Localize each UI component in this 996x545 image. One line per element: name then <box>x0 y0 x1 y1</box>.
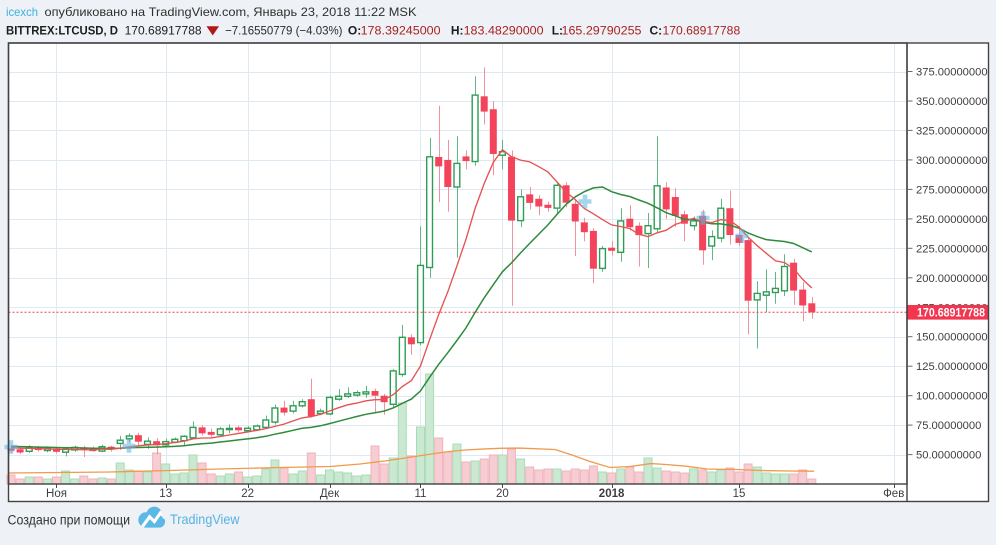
svg-text:165.29790255: 165.29790255 <box>562 24 642 38</box>
svg-text:183.48290000: 183.48290000 <box>464 24 544 38</box>
svg-text:C:: C: <box>650 24 663 38</box>
svg-text:275.00000000: 275.00000000 <box>916 184 988 196</box>
svg-text:13: 13 <box>159 488 172 500</box>
svg-text:−7.16550779 (−4.03%): −7.16550779 (−4.03%) <box>225 24 342 38</box>
svg-text:178.39245000: 178.39245000 <box>361 24 441 38</box>
svg-text:Ноя: Ноя <box>46 488 67 500</box>
svg-text:20: 20 <box>496 488 509 500</box>
svg-text:150.00000000: 150.00000000 <box>916 332 988 344</box>
svg-text:15: 15 <box>733 488 746 500</box>
svg-text:170.68917788: 170.68917788 <box>663 24 741 38</box>
svg-text:200.00000000: 200.00000000 <box>916 273 988 285</box>
svg-text:325.00000000: 325.00000000 <box>916 125 988 137</box>
svg-text:Фев: Фев <box>883 488 904 500</box>
svg-text:22: 22 <box>241 488 254 500</box>
svg-text:O:: O: <box>348 24 361 38</box>
svg-text:250.00000000: 250.00000000 <box>916 214 988 226</box>
svg-text:L:: L: <box>552 24 563 38</box>
svg-text:TradingView: TradingView <box>170 511 240 527</box>
svg-text:11: 11 <box>415 488 427 500</box>
svg-text:50.00000000: 50.00000000 <box>916 450 981 462</box>
svg-text:225.00000000: 225.00000000 <box>916 243 988 255</box>
svg-text:170.68917788: 170.68917788 <box>917 308 986 320</box>
svg-text:H:: H: <box>451 24 464 38</box>
svg-text:170.68917788: 170.68917788 <box>125 24 202 38</box>
svg-text:125.00000000: 125.00000000 <box>916 361 988 373</box>
svg-text:75.00000000: 75.00000000 <box>916 420 981 432</box>
svg-text:Создано при помощи: Создано при помощи <box>8 513 131 528</box>
svg-text:300.00000000: 300.00000000 <box>916 155 988 167</box>
svg-text:icexch: icexch <box>6 5 38 19</box>
svg-text:100.00000000: 100.00000000 <box>916 391 988 403</box>
svg-text:2018: 2018 <box>599 488 625 500</box>
svg-text:350.00000000: 350.00000000 <box>916 96 988 108</box>
svg-text:Дек: Дек <box>320 488 340 500</box>
svg-text:BITTREX:LTCUSD, D: BITTREX:LTCUSD, D <box>6 24 118 38</box>
svg-text:опубликовано на TradingView.co: опубликовано на TradingView.com, Январь … <box>45 5 417 19</box>
svg-text:375.00000000: 375.00000000 <box>916 67 988 79</box>
